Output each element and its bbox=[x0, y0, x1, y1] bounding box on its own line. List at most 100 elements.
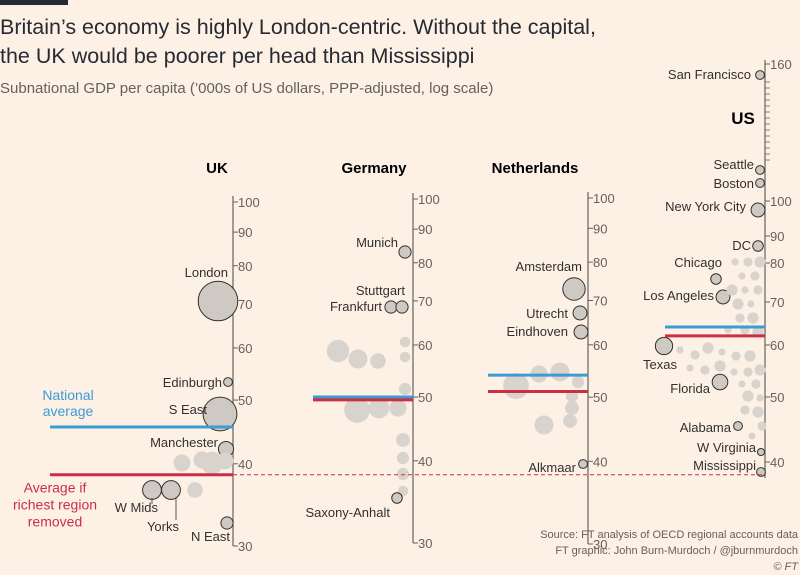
average-lines-layer bbox=[50, 325, 765, 477]
source-line-2: FT graphic: John Burn-Murdoch / @jburnmu… bbox=[555, 545, 798, 557]
bubble-us-minor bbox=[744, 350, 756, 362]
tick-label-germany-100: 100 bbox=[418, 192, 440, 207]
bubble-netherlands-5 bbox=[503, 373, 529, 399]
bubble-us-new-york-city bbox=[750, 202, 766, 218]
bubbles-layer bbox=[142, 70, 767, 530]
point-label-germany-frankfurt: Frankfurt bbox=[330, 299, 382, 314]
tick-label-netherlands-30: 30 bbox=[593, 537, 607, 552]
bubble-us-minor bbox=[748, 432, 756, 440]
tick-label-us-80: 80 bbox=[770, 256, 784, 271]
bubble-germany-12 bbox=[396, 433, 410, 447]
point-label-netherlands-amsterdam: Amsterdam bbox=[516, 259, 582, 274]
point-label-uk-s-east: S East bbox=[169, 402, 208, 417]
legend-national-average-1: National bbox=[42, 387, 93, 403]
bubble-us-minor bbox=[714, 360, 726, 372]
panel-title-uk: UK bbox=[206, 160, 228, 177]
point-label-us-texas: Texas bbox=[643, 357, 677, 372]
point-label-uk-manchester: Manchester bbox=[150, 435, 219, 450]
tick-label-germany-70: 70 bbox=[418, 294, 432, 309]
bubble-us-minor bbox=[726, 284, 738, 296]
bubble-germany-9 bbox=[344, 397, 370, 423]
bubble-netherlands-amsterdam bbox=[562, 277, 586, 301]
bubble-us-alabama bbox=[733, 421, 743, 431]
point-label-us-florida: Florida bbox=[670, 381, 711, 396]
tick-label-netherlands-70: 70 bbox=[593, 294, 607, 309]
tick-label-uk-70: 70 bbox=[238, 297, 252, 312]
tick-label-us-50: 50 bbox=[770, 390, 784, 405]
bubble-germany-5 bbox=[370, 353, 386, 369]
bubble-netherlands-6 bbox=[571, 375, 585, 389]
source-copyright: © FT bbox=[773, 561, 798, 573]
bubble-uk-w-mids bbox=[142, 480, 162, 500]
bubble-us-minor bbox=[756, 394, 764, 402]
bubble-us-minor bbox=[718, 348, 726, 356]
tick-label-germany-50: 50 bbox=[418, 390, 432, 405]
point-label-us-chicago: Chicago bbox=[674, 255, 722, 270]
tick-label-us-40: 40 bbox=[770, 455, 784, 470]
bubble-us-florida bbox=[711, 373, 729, 391]
panel-title-netherlands: Netherlands bbox=[492, 160, 579, 177]
title-line-1: Britain’s economy is highly London-centr… bbox=[0, 15, 596, 39]
bubble-germany-7 bbox=[399, 351, 411, 363]
point-label-germany-stuttgart: Stuttgart bbox=[356, 283, 406, 298]
bubble-us-minor bbox=[757, 421, 767, 431]
point-label-uk-yorks: Yorks bbox=[147, 519, 180, 534]
bubble-us-minor bbox=[750, 271, 760, 281]
point-label-us-new-york-city: New York City bbox=[665, 199, 746, 214]
bubble-us-minor bbox=[738, 272, 746, 280]
bubble-netherlands-9 bbox=[563, 414, 577, 428]
tick-label-us-160: 160 bbox=[770, 57, 792, 72]
bubble-us-w-virginia bbox=[756, 447, 766, 457]
tick-label-uk-90: 90 bbox=[238, 225, 252, 240]
bubble-uk-edinburgh bbox=[223, 377, 233, 387]
legend-national-average-2: average bbox=[43, 403, 94, 419]
panel-title-us: US bbox=[731, 109, 755, 128]
tick-label-uk-80: 80 bbox=[238, 259, 252, 274]
bubble-germany-8 bbox=[398, 382, 412, 396]
tick-label-uk-50: 50 bbox=[238, 393, 252, 408]
bubble-germany-14 bbox=[396, 467, 410, 481]
point-label-uk-w-mids: W Mids bbox=[115, 500, 159, 515]
tick-label-us-60: 60 bbox=[770, 338, 784, 353]
bubble-us-minor bbox=[676, 346, 684, 354]
bubble-us-minor bbox=[731, 258, 739, 266]
bubble-us-minor bbox=[743, 257, 753, 267]
source-line-1: Source: FT analysis of OECD regional acc… bbox=[540, 529, 798, 541]
bubble-uk-5 bbox=[173, 454, 191, 472]
bubble-uk-7 bbox=[216, 452, 234, 470]
point-label-uk-edinburgh: Edinburgh bbox=[163, 375, 222, 390]
bubble-us-minor bbox=[754, 364, 766, 376]
bubble-germany-4 bbox=[348, 349, 368, 369]
bubble-germany-frankfurt bbox=[395, 300, 409, 314]
bubble-us-minor bbox=[740, 405, 750, 415]
bubble-us-minor bbox=[752, 406, 764, 418]
tick-label-us-90: 90 bbox=[770, 229, 784, 244]
point-label-us-boston: Boston bbox=[714, 176, 754, 191]
tick-label-us-70: 70 bbox=[770, 295, 784, 310]
bubble-us-chicago bbox=[710, 273, 722, 285]
bubble-us-minor bbox=[753, 285, 763, 295]
bubble-germany-saxony-anhalt bbox=[391, 492, 403, 504]
bubble-us-minor bbox=[731, 351, 741, 361]
legend-richest-removed-1: Average if bbox=[24, 480, 87, 496]
bubble-us-minor bbox=[730, 368, 738, 376]
bubble-us-texas bbox=[654, 336, 674, 356]
bubble-us-minor bbox=[732, 298, 744, 310]
point-label-us-seattle: Seattle bbox=[714, 157, 754, 172]
point-label-us-alabama: Alabama bbox=[680, 420, 732, 435]
tick-label-germany-80: 80 bbox=[418, 256, 432, 271]
tick-label-germany-90: 90 bbox=[418, 222, 432, 237]
tick-label-netherlands-80: 80 bbox=[593, 255, 607, 270]
legend-richest-removed-2: richest region bbox=[13, 497, 97, 513]
point-label-us-dc: DC bbox=[732, 238, 751, 253]
bubble-us-minor bbox=[754, 256, 766, 268]
panel-title-germany: Germany bbox=[341, 160, 407, 177]
bubble-us-minor bbox=[738, 380, 746, 388]
bubble-netherlands-10 bbox=[534, 415, 554, 435]
point-label-uk-london: London bbox=[185, 265, 228, 280]
bubble-uk-n-east bbox=[220, 516, 234, 530]
bubble-netherlands-eindhoven bbox=[573, 324, 589, 340]
chart-subtitle: Subnational GDP per capita (’000s of US … bbox=[0, 80, 494, 97]
bubble-germany-stuttgart bbox=[384, 300, 398, 314]
point-label-germany-saxony-anhalt: Saxony-Anhalt bbox=[305, 505, 390, 520]
